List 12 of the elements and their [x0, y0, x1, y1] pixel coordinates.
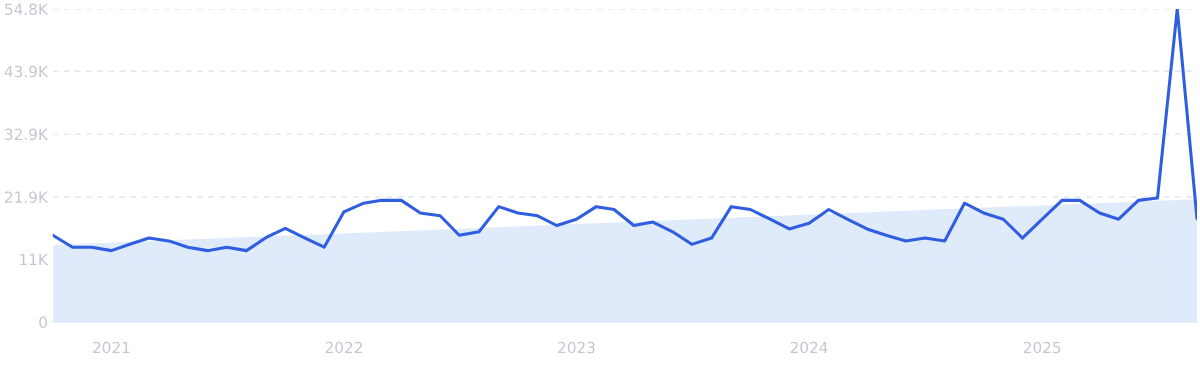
y-tick-label: 0: [39, 316, 47, 329]
y-tick-label: 21.9K: [5, 191, 49, 203]
y-tick-label: 43.9K: [4, 65, 49, 78]
x-tick-label: 2021: [93, 341, 130, 354]
x-tick-label: 2023: [558, 341, 595, 354]
x-tick-label: 2022: [325, 341, 362, 354]
y-tick-label: 11K: [20, 253, 49, 265]
x-tick-label: 2024: [790, 341, 828, 354]
line-series: [52, 9, 1197, 253]
y-tick-label: 32.9K: [5, 128, 49, 141]
x-tick-label: 2025: [1023, 341, 1061, 354]
y-tick-label: 54.8K: [5, 3, 49, 16]
